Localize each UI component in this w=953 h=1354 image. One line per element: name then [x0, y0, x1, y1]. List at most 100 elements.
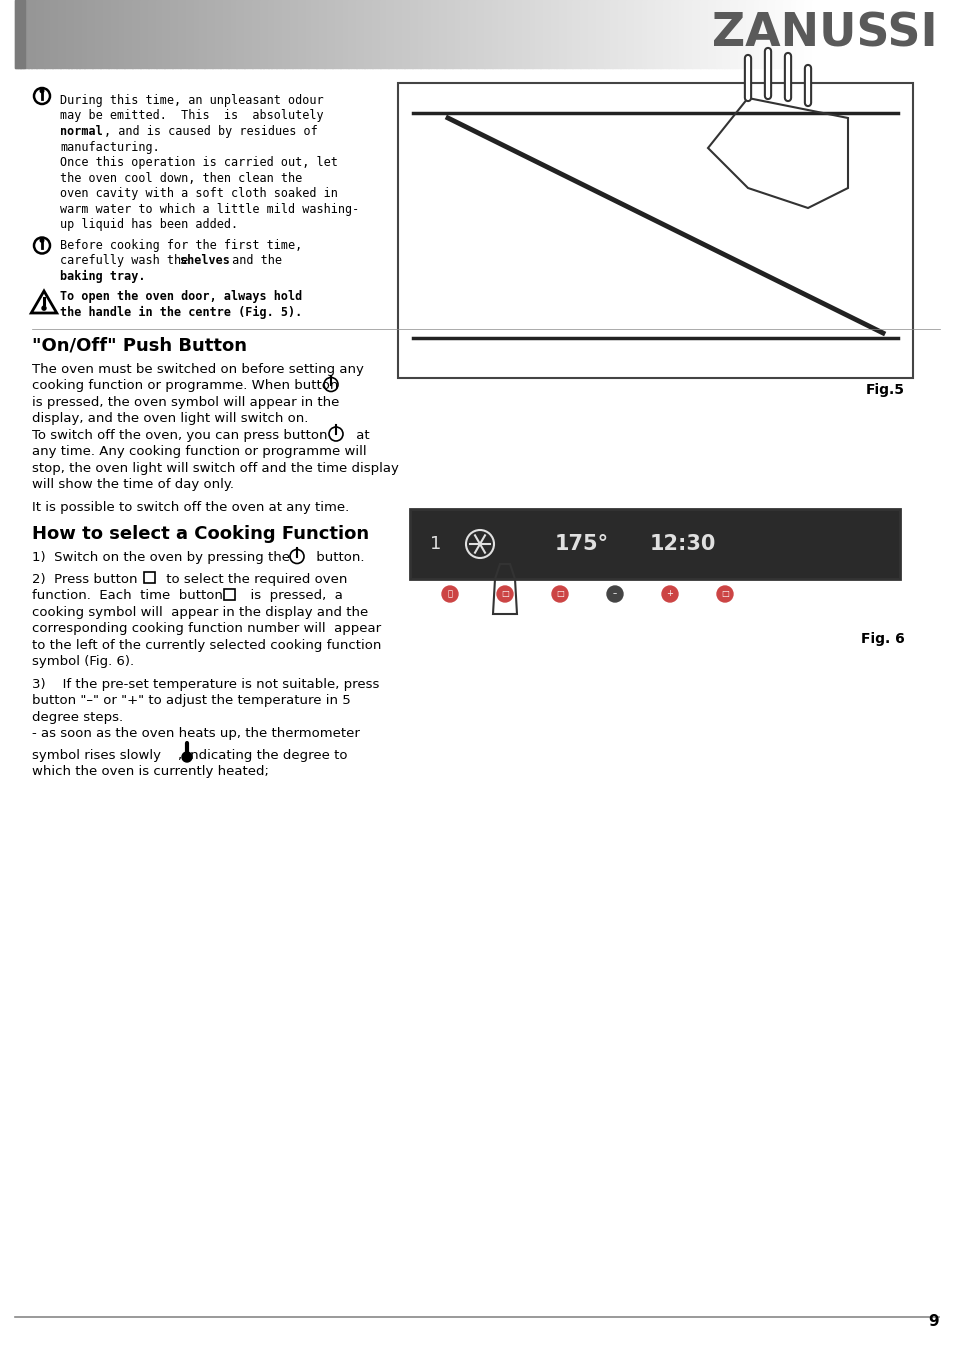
Text: symbol (Fig. 6).: symbol (Fig. 6).: [32, 655, 134, 669]
Bar: [447, 0, 450, 68]
Bar: [793, 0, 796, 68]
Bar: [137, 0, 141, 68]
Text: to the left of the currently selected cooking function: to the left of the currently selected co…: [32, 639, 381, 653]
Bar: [348, 0, 351, 68]
Bar: [292, 0, 295, 68]
Text: the oven cool down, then clean the: the oven cool down, then clean the: [60, 172, 302, 184]
Bar: [122, 0, 125, 68]
Text: any time. Any cooking function or programme will: any time. Any cooking function or progra…: [32, 445, 366, 459]
Bar: [148, 0, 152, 68]
Bar: [518, 0, 521, 68]
Bar: [164, 0, 168, 68]
Bar: [260, 0, 263, 68]
Bar: [265, 0, 269, 68]
Bar: [278, 0, 282, 68]
Bar: [537, 0, 540, 68]
Text: □: □: [720, 589, 728, 598]
Bar: [287, 0, 290, 68]
Bar: [191, 0, 194, 68]
Bar: [535, 0, 537, 68]
Bar: [636, 0, 639, 68]
Bar: [57, 0, 61, 68]
Bar: [665, 0, 668, 68]
Bar: [692, 0, 695, 68]
Bar: [415, 0, 417, 68]
Bar: [652, 0, 655, 68]
Text: cooking symbol will  appear in the display and the: cooking symbol will appear in the displa…: [32, 607, 368, 619]
Bar: [760, 0, 764, 68]
Bar: [628, 0, 631, 68]
Bar: [441, 0, 444, 68]
Bar: [780, 0, 782, 68]
Circle shape: [40, 89, 44, 92]
Bar: [276, 0, 279, 68]
Bar: [598, 0, 601, 68]
Bar: [619, 0, 623, 68]
Bar: [578, 0, 580, 68]
Circle shape: [717, 586, 732, 603]
Bar: [668, 0, 671, 68]
Bar: [308, 0, 312, 68]
Bar: [332, 0, 335, 68]
Bar: [394, 0, 396, 68]
Bar: [542, 0, 546, 68]
Bar: [92, 0, 95, 68]
Text: may be emitted.  This  is  absolutely: may be emitted. This is absolutely: [60, 110, 323, 122]
Bar: [417, 0, 420, 68]
Bar: [468, 0, 471, 68]
Bar: [84, 0, 88, 68]
Bar: [186, 0, 189, 68]
Text: +: +: [666, 589, 673, 598]
Bar: [210, 0, 213, 68]
Text: manufacturing.: manufacturing.: [60, 141, 159, 153]
Bar: [343, 0, 346, 68]
Bar: [476, 0, 479, 68]
Bar: [207, 0, 210, 68]
Bar: [303, 0, 306, 68]
Text: function.  Each  time  button: function. Each time button: [32, 589, 227, 603]
Text: degree steps.: degree steps.: [32, 711, 123, 724]
Bar: [564, 0, 567, 68]
Bar: [425, 0, 429, 68]
Bar: [646, 0, 650, 68]
Bar: [228, 0, 232, 68]
Bar: [18, 0, 21, 68]
Text: The oven must be switched on before setting any: The oven must be switched on before sett…: [32, 363, 363, 376]
Bar: [444, 0, 447, 68]
Bar: [790, 0, 793, 68]
Bar: [224, 589, 235, 600]
Bar: [719, 0, 721, 68]
Bar: [486, 0, 490, 68]
Text: corresponding cooking function number will  appear: corresponding cooking function number wi…: [32, 623, 381, 635]
Bar: [214, 0, 218, 68]
Bar: [345, 0, 349, 68]
Text: Fig. 6: Fig. 6: [861, 632, 904, 646]
Bar: [737, 0, 740, 68]
Bar: [268, 0, 272, 68]
Bar: [513, 0, 517, 68]
Bar: [199, 0, 202, 68]
Bar: [489, 0, 493, 68]
Bar: [167, 0, 170, 68]
Bar: [172, 0, 175, 68]
Bar: [707, 0, 711, 68]
Bar: [796, 0, 799, 68]
Bar: [66, 0, 69, 68]
Bar: [161, 0, 165, 68]
Bar: [603, 0, 607, 68]
Bar: [395, 0, 399, 68]
Bar: [572, 0, 575, 68]
Bar: [23, 0, 26, 68]
Bar: [116, 0, 119, 68]
Bar: [471, 0, 474, 68]
Bar: [438, 0, 441, 68]
Bar: [335, 0, 337, 68]
Bar: [213, 0, 215, 68]
Bar: [516, 0, 519, 68]
Text: 12:30: 12:30: [649, 533, 716, 554]
Bar: [434, 0, 436, 68]
Bar: [284, 0, 287, 68]
Bar: [196, 0, 199, 68]
Text: the handle in the centre (Fig. 5).: the handle in the centre (Fig. 5).: [60, 306, 302, 318]
Bar: [753, 0, 756, 68]
